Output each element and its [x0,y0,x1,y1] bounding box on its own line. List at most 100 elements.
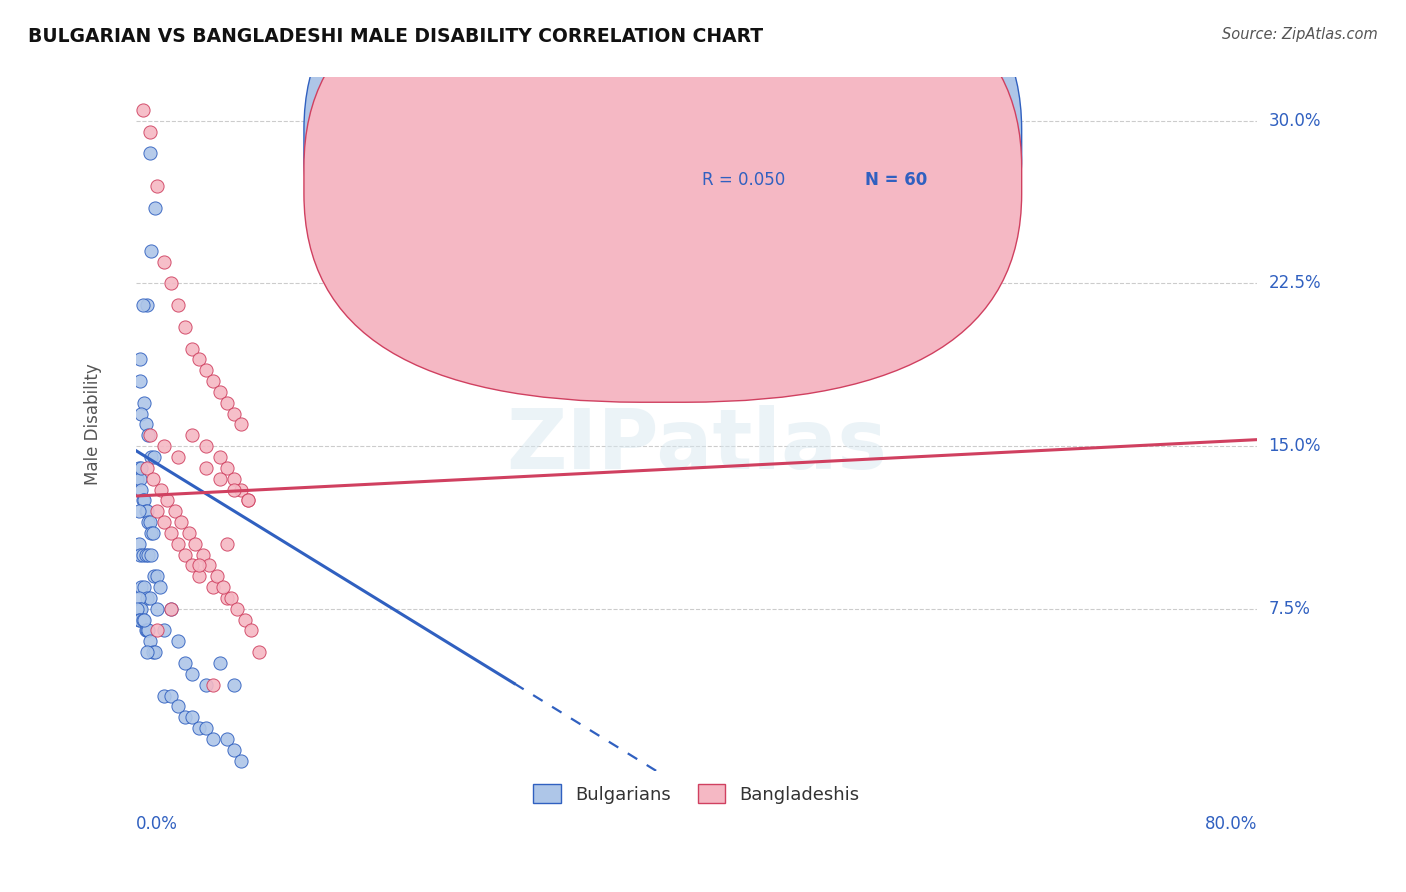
Point [132,298,155,312]
Point [201,374,224,388]
Point [211,580,233,594]
Point [225,602,247,616]
Point [141,645,163,659]
Point [159,602,181,616]
Text: N = 75: N = 75 [865,135,927,153]
Point [131,602,153,616]
Point [208,450,231,464]
Text: 30.0%: 30.0% [1268,112,1320,130]
FancyBboxPatch shape [619,116,1000,223]
Text: 7.5%: 7.5% [1268,599,1310,618]
Point [145,178,167,193]
Text: N = 60: N = 60 [865,171,927,189]
Point [222,483,245,497]
Point [129,472,152,486]
Point [201,731,224,746]
Point [152,689,174,703]
Text: ZIPatlas: ZIPatlas [506,405,887,486]
Point [215,460,238,475]
Point [194,439,217,453]
Point [134,417,156,432]
Point [152,624,174,638]
Point [135,298,157,312]
Point [152,254,174,268]
Point [163,504,186,518]
Point [127,472,149,486]
Point [219,591,242,605]
Point [145,624,167,638]
Point [208,656,231,670]
Point [229,483,252,497]
Point [233,613,256,627]
Point [129,548,152,562]
Text: R = 0.050: R = 0.050 [702,171,786,189]
Point [131,460,153,475]
Point [173,656,195,670]
Point [136,428,159,442]
Point [194,678,217,692]
Point [132,493,155,508]
Point [183,537,205,551]
Point [194,460,217,475]
Text: Source: ZipAtlas.com: Source: ZipAtlas.com [1222,27,1378,42]
Point [201,580,224,594]
Legend: Bulgarians, Bangladeshis: Bulgarians, Bangladeshis [526,777,866,811]
Point [159,277,181,291]
Point [136,515,159,529]
Point [138,515,160,529]
Text: Male Disability: Male Disability [84,364,103,485]
Point [139,548,162,562]
Point [135,645,157,659]
Point [177,525,200,540]
Point [166,450,188,464]
Point [131,580,153,594]
Point [131,483,153,497]
Point [187,721,209,735]
Point [173,319,195,334]
Point [166,699,188,714]
Point [139,244,162,258]
Point [215,537,238,551]
Point [194,721,217,735]
Point [205,569,228,583]
Point [134,548,156,562]
Point [142,450,165,464]
Point [149,483,172,497]
Point [215,396,238,410]
Point [229,754,252,768]
Point [135,460,157,475]
Point [222,407,245,421]
Point [131,407,153,421]
Point [143,201,166,215]
Point [139,450,162,464]
Point [159,602,181,616]
Point [166,634,188,648]
Text: BULGARIAN VS BANGLADESHI MALE DISABILITY CORRELATION CHART: BULGARIAN VS BANGLADESHI MALE DISABILITY… [28,27,763,45]
Point [138,125,160,139]
Point [180,710,202,724]
Point [187,558,209,573]
Point [128,504,150,518]
Point [134,504,156,518]
Point [136,548,159,562]
Point [159,525,181,540]
Point [138,591,160,605]
Point [128,591,150,605]
Point [215,731,238,746]
Point [138,634,160,648]
Point [236,493,259,508]
Point [143,645,166,659]
Point [129,602,152,616]
Point [159,689,181,703]
Point [134,624,156,638]
Point [180,558,202,573]
Point [229,417,252,432]
Point [128,613,150,627]
Point [187,569,209,583]
Point [134,396,156,410]
Point [201,678,224,692]
Text: 80.0%: 80.0% [1205,815,1257,833]
Point [208,384,231,399]
Point [166,537,188,551]
Point [132,548,155,562]
